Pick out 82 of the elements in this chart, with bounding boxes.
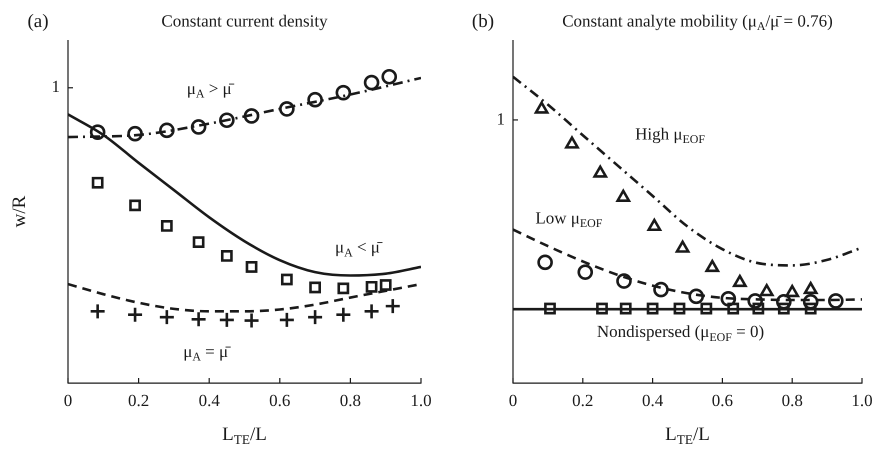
y-axis-title: w/R	[8, 195, 30, 228]
point	[126, 306, 144, 324]
point	[778, 302, 790, 314]
point	[244, 108, 260, 124]
point	[804, 302, 817, 314]
x-tick-label: 0.2	[572, 390, 594, 410]
point	[280, 274, 293, 286]
point	[220, 250, 233, 262]
chart-title: Constant current density	[161, 11, 328, 30]
point	[596, 302, 608, 314]
x-tick-label: 0.4	[198, 390, 220, 410]
point	[279, 101, 295, 117]
point	[828, 293, 844, 309]
point	[219, 112, 235, 128]
point	[381, 68, 398, 85]
point	[337, 282, 350, 294]
point	[190, 311, 207, 328]
point	[306, 308, 324, 326]
point	[336, 84, 352, 100]
point	[366, 280, 378, 293]
point	[674, 302, 686, 314]
point	[158, 308, 176, 326]
point	[752, 302, 764, 314]
text: (b)	[472, 10, 494, 32]
text: (a)	[27, 10, 49, 32]
point	[246, 261, 258, 273]
point	[785, 284, 800, 298]
point	[616, 273, 632, 289]
point	[192, 236, 205, 248]
point	[676, 240, 690, 253]
point	[646, 302, 658, 314]
x-tick-label: 0.6	[712, 390, 734, 410]
x-tick-label: 1.0	[410, 390, 432, 410]
point	[616, 190, 630, 202]
point	[160, 220, 173, 232]
x-tick-label: 0.8	[782, 390, 803, 410]
text: 1	[52, 77, 60, 96]
point	[218, 312, 236, 328]
point	[727, 302, 740, 314]
point	[309, 282, 321, 294]
point	[335, 306, 352, 324]
x-tick-label: 0	[508, 390, 518, 410]
x-tick-label: 0.8	[340, 390, 362, 410]
point	[720, 290, 736, 307]
point	[363, 303, 380, 320]
point	[537, 254, 553, 270]
point	[129, 199, 141, 212]
point	[92, 176, 104, 189]
point	[159, 122, 175, 138]
point	[544, 302, 556, 314]
point	[747, 293, 764, 309]
x-tick-label: 0.4	[642, 390, 664, 410]
point	[243, 312, 260, 329]
point	[384, 298, 402, 314]
text: 1	[496, 109, 505, 128]
point	[802, 294, 818, 310]
point	[534, 101, 549, 114]
point	[89, 303, 106, 320]
point	[380, 279, 392, 291]
point	[127, 126, 143, 142]
point	[278, 312, 296, 328]
x-tick-label: 0.6	[269, 390, 290, 410]
point	[776, 294, 792, 310]
point	[620, 302, 632, 314]
point	[700, 302, 712, 314]
point	[364, 74, 380, 90]
point	[705, 260, 720, 272]
point	[647, 218, 662, 232]
point	[190, 119, 206, 135]
point	[90, 124, 106, 140]
point	[760, 284, 774, 296]
point	[804, 282, 818, 294]
point	[593, 165, 608, 178]
x-tick-label: 1.0	[851, 390, 873, 410]
point	[653, 282, 669, 298]
point	[565, 136, 579, 149]
point	[688, 288, 704, 304]
point	[732, 274, 747, 288]
point	[307, 92, 323, 108]
point	[577, 264, 594, 280]
x-tick-label: 0.2	[128, 390, 150, 410]
x-tick-label: 0	[64, 390, 72, 410]
